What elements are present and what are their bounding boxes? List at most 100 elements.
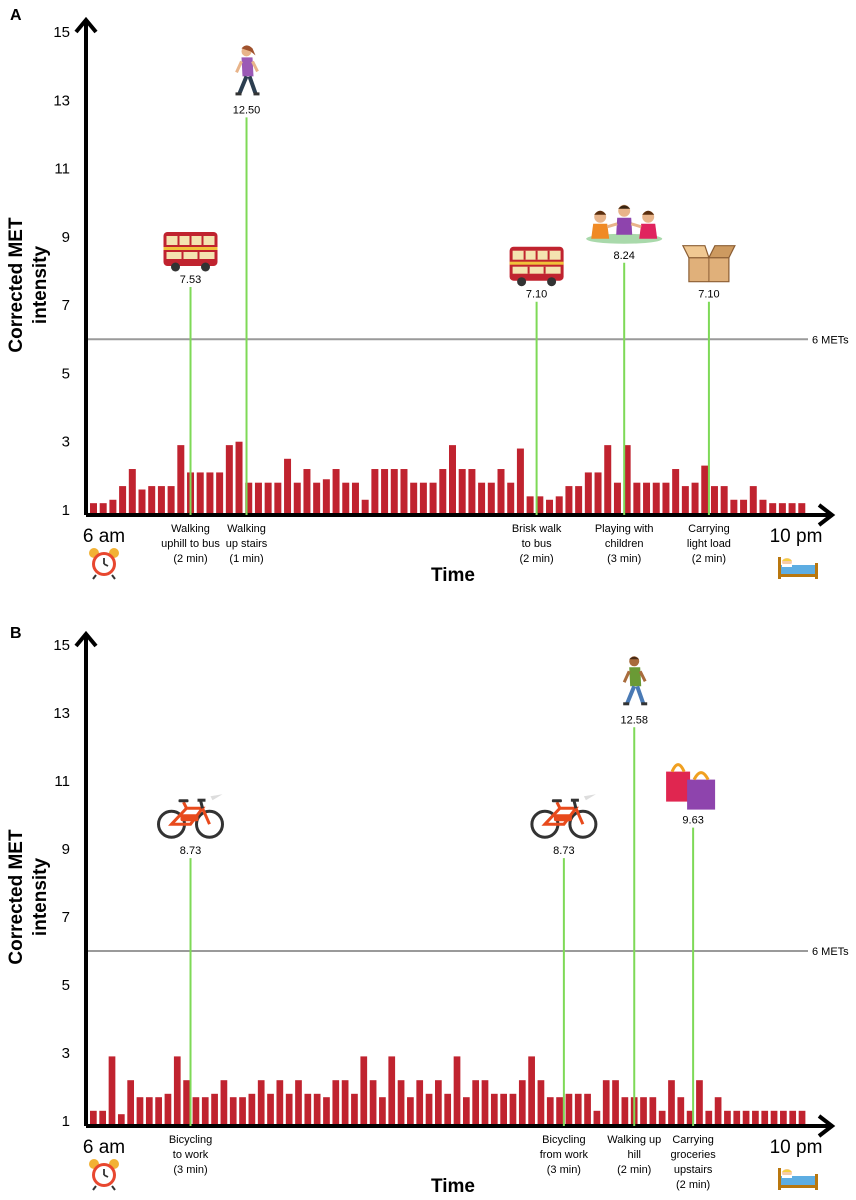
bar — [267, 1093, 274, 1126]
bar — [668, 1080, 675, 1126]
bar — [537, 1080, 545, 1126]
bar — [183, 1080, 190, 1126]
bar — [361, 499, 369, 515]
reference-label: 6 METs — [812, 946, 849, 958]
y-axis-label-line2: intensity — [30, 246, 51, 325]
bar — [518, 1080, 526, 1126]
bar — [749, 486, 757, 515]
activity-label: (3 min) — [173, 1164, 207, 1176]
bar — [500, 1093, 507, 1126]
bar — [173, 1056, 181, 1126]
bar — [602, 1080, 610, 1126]
bar — [761, 1110, 769, 1126]
bar — [798, 1110, 806, 1126]
y-tick-label: 7 — [62, 297, 70, 314]
bar — [769, 503, 777, 515]
bar — [759, 499, 767, 515]
y-axis-label: Corrected MET — [6, 829, 27, 965]
bus-icon — [508, 245, 565, 288]
bar — [649, 1097, 657, 1126]
bar — [397, 1080, 405, 1126]
activity-spike: 8.24 Playing with children (3 min) — [584, 203, 664, 565]
panel-letter: A — [10, 7, 22, 24]
activity-label: groceries — [670, 1149, 716, 1161]
bar — [369, 1080, 377, 1126]
bar — [778, 503, 786, 515]
bar — [536, 496, 544, 515]
bar — [652, 482, 660, 515]
spike-value-label: 9.63 — [682, 815, 703, 827]
activity-spike: 8.73 Bicycling from work (3 min) — [530, 792, 598, 1176]
activity-label: Walking up — [607, 1134, 661, 1146]
bar — [556, 1097, 563, 1126]
bar — [99, 503, 107, 515]
y-tick-label: 1 — [62, 502, 70, 519]
bar — [304, 1093, 312, 1126]
activity-label: light load — [687, 538, 731, 550]
bar — [730, 499, 738, 515]
activity-label: (2 min) — [617, 1164, 651, 1176]
bar — [691, 482, 699, 515]
spike-value-label: 7.10 — [698, 289, 719, 301]
bar — [662, 482, 670, 515]
bar — [254, 482, 262, 515]
bar — [211, 1093, 218, 1126]
activity-label: children — [605, 538, 644, 550]
x-axis-arrow — [817, 503, 836, 527]
bar — [285, 1093, 293, 1126]
x-end-label: 10 pm — [770, 1137, 823, 1158]
bar — [789, 1110, 797, 1126]
bar — [276, 1080, 284, 1126]
bar — [752, 1110, 759, 1126]
bar — [284, 458, 292, 515]
bar — [633, 482, 641, 515]
activity-label: Walking — [171, 523, 210, 535]
bar — [623, 445, 631, 515]
bar — [216, 472, 224, 515]
activity-label: uphill to bus — [161, 538, 220, 550]
bar — [109, 499, 117, 515]
reference-label: 6 METs — [812, 334, 849, 346]
bar — [594, 472, 602, 515]
bar — [472, 1080, 480, 1126]
y-tick-label: 11 — [54, 161, 70, 178]
x-axis-arrow — [817, 1114, 836, 1138]
bar — [138, 489, 146, 515]
bar — [381, 469, 389, 515]
children-icon — [584, 203, 664, 246]
activity-label: (2 min) — [519, 553, 553, 565]
bar — [643, 482, 651, 515]
y-tick-label: 3 — [62, 434, 70, 451]
x-start-label: 6 am — [83, 526, 125, 547]
bar — [733, 1110, 741, 1126]
bar-series — [90, 441, 806, 515]
bar — [351, 482, 359, 515]
bar — [490, 1093, 498, 1126]
y-tick-label: 7 — [62, 909, 70, 926]
spike-value-label: 7.53 — [180, 274, 201, 286]
bar — [468, 469, 476, 515]
activity-label: to bus — [522, 538, 552, 550]
y-tick-label: 9 — [62, 229, 70, 246]
bar — [526, 496, 534, 515]
bar — [119, 486, 127, 515]
bar — [458, 469, 466, 515]
bar — [509, 1093, 517, 1126]
bus-icon — [162, 231, 219, 273]
spike-value-label: 7.10 — [526, 289, 547, 301]
bar — [798, 503, 806, 515]
bar — [720, 486, 728, 515]
bar — [201, 1097, 209, 1126]
bar — [429, 482, 437, 515]
bar — [206, 472, 214, 515]
bar — [742, 1110, 750, 1126]
activity-label: hill — [628, 1149, 641, 1161]
spike-value-label: 12.50 — [233, 104, 261, 116]
bar — [705, 1110, 713, 1126]
bar — [584, 472, 592, 515]
x-axis-label: Time — [431, 565, 475, 586]
bar — [575, 486, 583, 515]
bar — [235, 441, 243, 515]
bar — [145, 1097, 153, 1126]
bar — [528, 1056, 535, 1126]
